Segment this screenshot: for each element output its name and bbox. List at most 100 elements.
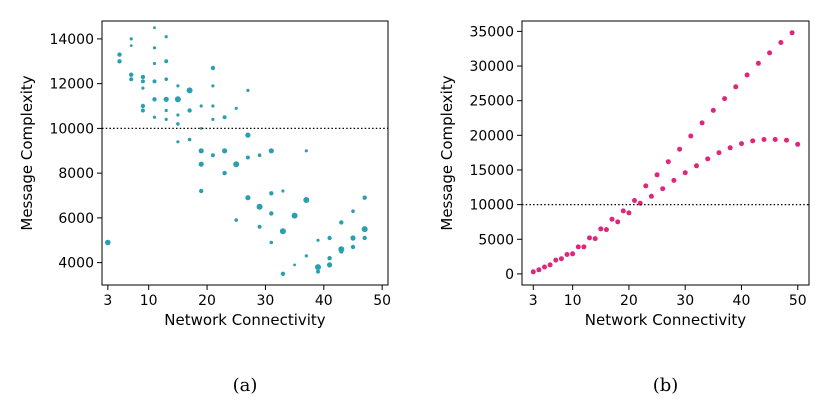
data-point [117,52,122,57]
data-point [784,137,789,143]
data-point [164,35,168,39]
panel-b-caption: (b) [653,375,679,396]
data-point [152,61,157,66]
panel-a-points [105,26,368,276]
data-point [199,126,203,130]
y-tick-label: 35000 [469,24,514,40]
y-tick-label: 14000 [49,32,94,48]
data-point [327,262,333,268]
data-point [153,26,156,30]
data-point [152,97,157,102]
data-point [716,150,722,156]
data-point [303,197,310,203]
data-point [210,153,215,158]
data-point [164,59,169,64]
data-point [665,159,671,165]
x-tick-label: 3 [103,293,112,309]
data-point [269,191,274,196]
data-point [575,244,581,250]
data-point [316,269,320,274]
data-point [152,115,157,119]
data-point [245,132,251,138]
x-tick-label: 50 [373,293,391,309]
data-point [632,198,637,203]
data-point [620,208,626,214]
data-point [316,238,320,242]
data-point [164,77,168,81]
data-point [164,117,168,121]
y-tick-label: 10000 [469,198,514,214]
data-point [105,239,111,246]
panel-b-y-ticks: 0 5000 10000 15000 20000 25000 30000 35000 [469,24,522,283]
data-point [733,84,739,90]
data-point [694,163,699,169]
data-point [210,65,216,71]
data-point [705,156,711,162]
data-point [140,103,146,109]
data-point [564,252,570,257]
data-point [186,87,193,94]
panel-b-x-axis-label: Network Connectivity [585,311,747,329]
data-point [152,46,157,50]
data-point [152,79,157,84]
data-point [234,106,238,110]
data-point [199,104,203,108]
data-point [233,161,240,168]
data-point [211,84,215,88]
data-point [772,137,778,142]
data-point [199,188,204,194]
y-tick-label: 20000 [469,128,514,144]
data-point [140,108,145,113]
y-tick-label: 15000 [469,163,514,179]
data-point [256,203,263,210]
data-point [660,186,666,192]
data-point [268,148,274,154]
x-tick-label: 20 [620,293,638,309]
data-point [281,189,285,193]
data-point [710,107,716,113]
y-tick-label: 6000 [58,211,94,227]
data-point [339,249,344,254]
data-point [536,267,542,273]
x-tick-label: 30 [676,293,694,309]
data-point [699,120,705,126]
x-tick-label: 10 [564,293,582,309]
data-point [361,226,368,233]
data-point [291,212,298,219]
data-point [350,235,356,241]
data-point [293,263,296,267]
panel-a-y-ticks: 4000 6000 8000 10000 12000 14000 [49,32,102,272]
data-point [245,155,250,160]
data-point [176,113,180,117]
data-point [211,117,215,121]
data-point [129,77,134,82]
data-point [654,172,660,178]
data-point [164,108,168,113]
panel-b: 3 10 20 30 40 50 0 5000 10000 15000 20000 25000 300… [438,20,810,396]
panel-a-x-ticks: 3 10 20 30 40 50 [103,285,391,309]
panel-a-x-axis-label: Network Connectivity [164,311,326,329]
data-point [176,140,180,144]
data-point [570,251,576,257]
panel-b-points [530,30,801,275]
data-point [174,96,181,103]
data-point [755,60,761,66]
y-tick-label: 25000 [469,94,514,110]
data-point [140,79,145,84]
data-point [187,137,192,142]
data-point [542,264,547,270]
y-tick-label: 30000 [469,59,514,75]
data-point [603,227,609,233]
data-point [789,30,795,36]
data-point [327,256,332,261]
x-tick-label: 10 [140,293,158,309]
data-point [682,170,688,176]
data-point [744,72,750,78]
data-point [269,240,274,245]
data-point [362,235,367,241]
data-point [234,218,238,222]
data-point [362,195,367,200]
y-tick-label: 10000 [49,121,94,137]
data-point [750,138,756,144]
